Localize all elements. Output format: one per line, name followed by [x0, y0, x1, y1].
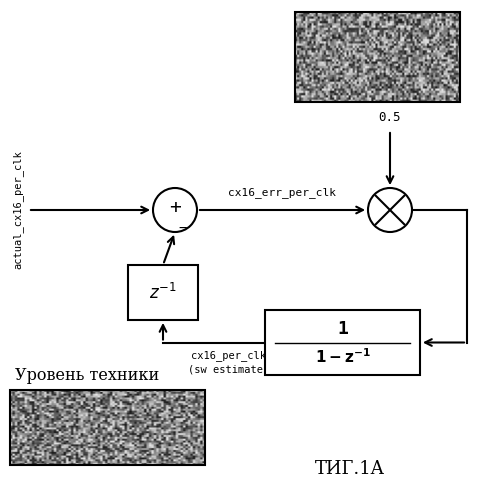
Text: (sw estimate): (sw estimate) — [189, 364, 270, 374]
Text: $z^{-1}$: $z^{-1}$ — [149, 282, 177, 302]
Circle shape — [153, 188, 197, 232]
Bar — [128, 265, 198, 320]
Text: +: + — [169, 198, 181, 216]
Text: cx16_err_per_clk: cx16_err_per_clk — [228, 187, 337, 198]
Text: $\mathbf{1-z^{-1}}$: $\mathbf{1-z^{-1}}$ — [314, 347, 371, 366]
Text: ΤИГ.1A: ΤИГ.1A — [315, 460, 385, 478]
Text: Уровень техники: Уровень техники — [15, 367, 159, 384]
Text: 0.5: 0.5 — [379, 111, 401, 124]
Text: cx16_per_clk: cx16_per_clk — [192, 350, 267, 362]
Bar — [265, 310, 420, 375]
Circle shape — [368, 188, 412, 232]
Text: 1: 1 — [337, 320, 348, 338]
Text: −: − — [179, 221, 187, 235]
Bar — [295, 12, 460, 102]
Bar — [10, 390, 205, 465]
Text: actual_cx16_per_clk: actual_cx16_per_clk — [13, 150, 24, 270]
